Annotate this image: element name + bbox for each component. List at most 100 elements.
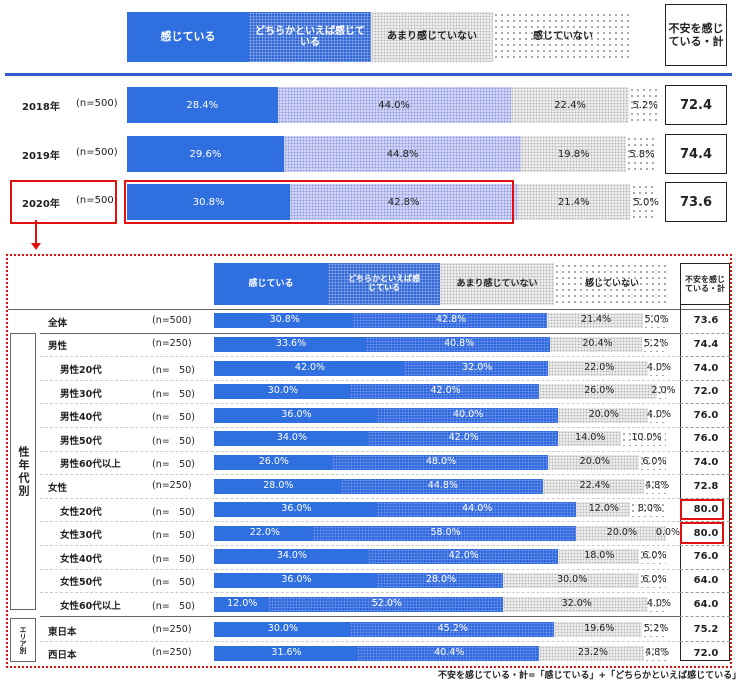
bar-value: 4.0% (646, 408, 672, 420)
bar-value: 4.8% (645, 479, 670, 491)
highlight-arrow-icon (31, 243, 41, 250)
top-bar-value: 19.8% (557, 148, 590, 160)
bar-segment-somewhat (376, 502, 576, 518)
row-n-count: (n= 50) (152, 506, 195, 518)
bar-segment-not-much (548, 360, 648, 376)
bar-value: 20.0% (588, 408, 619, 420)
bar-segment-feel (214, 336, 366, 352)
bar-segment-not-feel (620, 431, 666, 447)
bar-segment-not-feel (642, 336, 666, 352)
bar-value: 30.0% (267, 385, 298, 397)
row-n-count: (n= 50) (152, 435, 195, 447)
top-bar-value: 21.4% (557, 196, 590, 208)
row-divider (40, 403, 680, 405)
bar-value: 6.0% (642, 550, 667, 562)
bar-value: 30.0% (557, 573, 588, 585)
bar-segment-not-much (548, 454, 639, 470)
bar-value: 42.0% (448, 550, 479, 562)
row-label: 女性20代 (60, 506, 102, 518)
bar-value: 20.0% (579, 455, 610, 467)
bar-value: 48.0% (426, 455, 457, 467)
bar-segment-not-feel (647, 360, 666, 376)
bar-segment-not-much (575, 525, 666, 541)
bar-segment-feel (214, 313, 354, 329)
top-bar-value: 44.0% (378, 99, 410, 111)
total-value: 74.0 (693, 456, 719, 468)
bar-value: 12.0% (227, 597, 258, 609)
bar-segment-not-feel (644, 645, 666, 661)
year-label: 2019年 (22, 151, 60, 162)
bar-segment-not-much (550, 336, 643, 352)
bar-segment-not-feel (647, 407, 666, 423)
group-label-area-text: エリア別 (19, 626, 27, 654)
row-label: 男性50代 (60, 435, 102, 447)
year-label: 2018年 (22, 102, 60, 113)
row-n-count: (n= 50) (152, 553, 195, 565)
total-row-divider (680, 450, 730, 452)
bar-value: 40.4% (434, 646, 465, 658)
bar-segment-somewhat (353, 313, 547, 329)
row-divider (40, 427, 680, 428)
row-label: 全体 (48, 317, 68, 329)
legend-not-feel: 感じていない (493, 12, 633, 62)
top-bar-value: 44.8% (386, 148, 419, 160)
row-divider (40, 568, 680, 570)
bar-segment-not-much (553, 622, 643, 638)
bottom-table-line (8, 309, 730, 310)
bar-segment-not-feel (644, 478, 666, 494)
total-value: 80.0 (693, 504, 719, 516)
total-value: 64.0 (693, 574, 719, 586)
bar-segment-somewhat (376, 572, 504, 588)
bar-segment-feel (214, 645, 357, 661)
bar-segment-not-much (539, 645, 645, 661)
year-n-count: (n=500) (76, 147, 118, 158)
row-n-count: (n=250) (152, 480, 192, 491)
bar-segment-not-much (575, 502, 630, 518)
bar-segment-somewhat (365, 336, 551, 352)
total-value: 76.0 (693, 551, 719, 563)
top-bar-value: 30.8% (192, 196, 225, 208)
total-row-divider (680, 497, 730, 499)
bar-value: 34.0% (276, 550, 308, 562)
highlight-total-box (680, 522, 724, 544)
legend-not-much: あまり感じていない (371, 12, 493, 62)
bar-value: 5.0% (644, 314, 669, 326)
total-value: 76.0 (693, 433, 719, 445)
total-row-divider (680, 545, 730, 546)
top-bar-segment-feel: 29.6% (127, 136, 284, 172)
top-bar-value: 28.4% (186, 99, 219, 111)
bar-segment-not-feel (638, 572, 666, 588)
top-divider (5, 73, 732, 76)
row-divider (40, 592, 680, 594)
total-row-divider (680, 592, 730, 594)
bar-value: 4.0% (646, 597, 672, 609)
bar-value: 32.0% (561, 597, 592, 609)
bar-value: 22.0% (584, 361, 615, 373)
bar-value: 5.2% (644, 623, 669, 635)
top-total-value: 74.4 (665, 134, 727, 174)
bar-value: 30.8% (269, 314, 300, 326)
row-n-count: (n= 50) (152, 365, 195, 376)
top-bar-value: 42.8% (387, 196, 420, 208)
total-value: 74.4 (693, 338, 719, 350)
bar-value: 28.0% (426, 573, 457, 585)
bottom-chart-frame (6, 254, 732, 668)
top-bar-value: 29.6% (189, 148, 222, 160)
bottom-legend-somewhat-feel: どちらかといえば感じている (328, 263, 440, 305)
bar-segment-feel (214, 478, 341, 494)
bar-value: 36.0% (281, 503, 312, 515)
bar-segment-somewhat (376, 407, 558, 423)
group-divider (40, 615, 680, 617)
bar-segment-feel (214, 622, 350, 638)
row-label: 女性40代 (60, 553, 102, 565)
bar-segment-feel (214, 431, 368, 447)
row-divider (40, 521, 680, 523)
row-n-count: (n=250) (152, 623, 192, 635)
row-n-count: (n= 50) (152, 388, 195, 400)
group-label-area: エリア別 (10, 618, 36, 662)
row-n-count: (n= 50) (152, 577, 195, 589)
bar-segment-not-feel (647, 596, 666, 612)
total-value: 72.8 (693, 480, 719, 492)
bar-value: 6.0% (642, 573, 667, 585)
totals-column-border (680, 305, 730, 661)
